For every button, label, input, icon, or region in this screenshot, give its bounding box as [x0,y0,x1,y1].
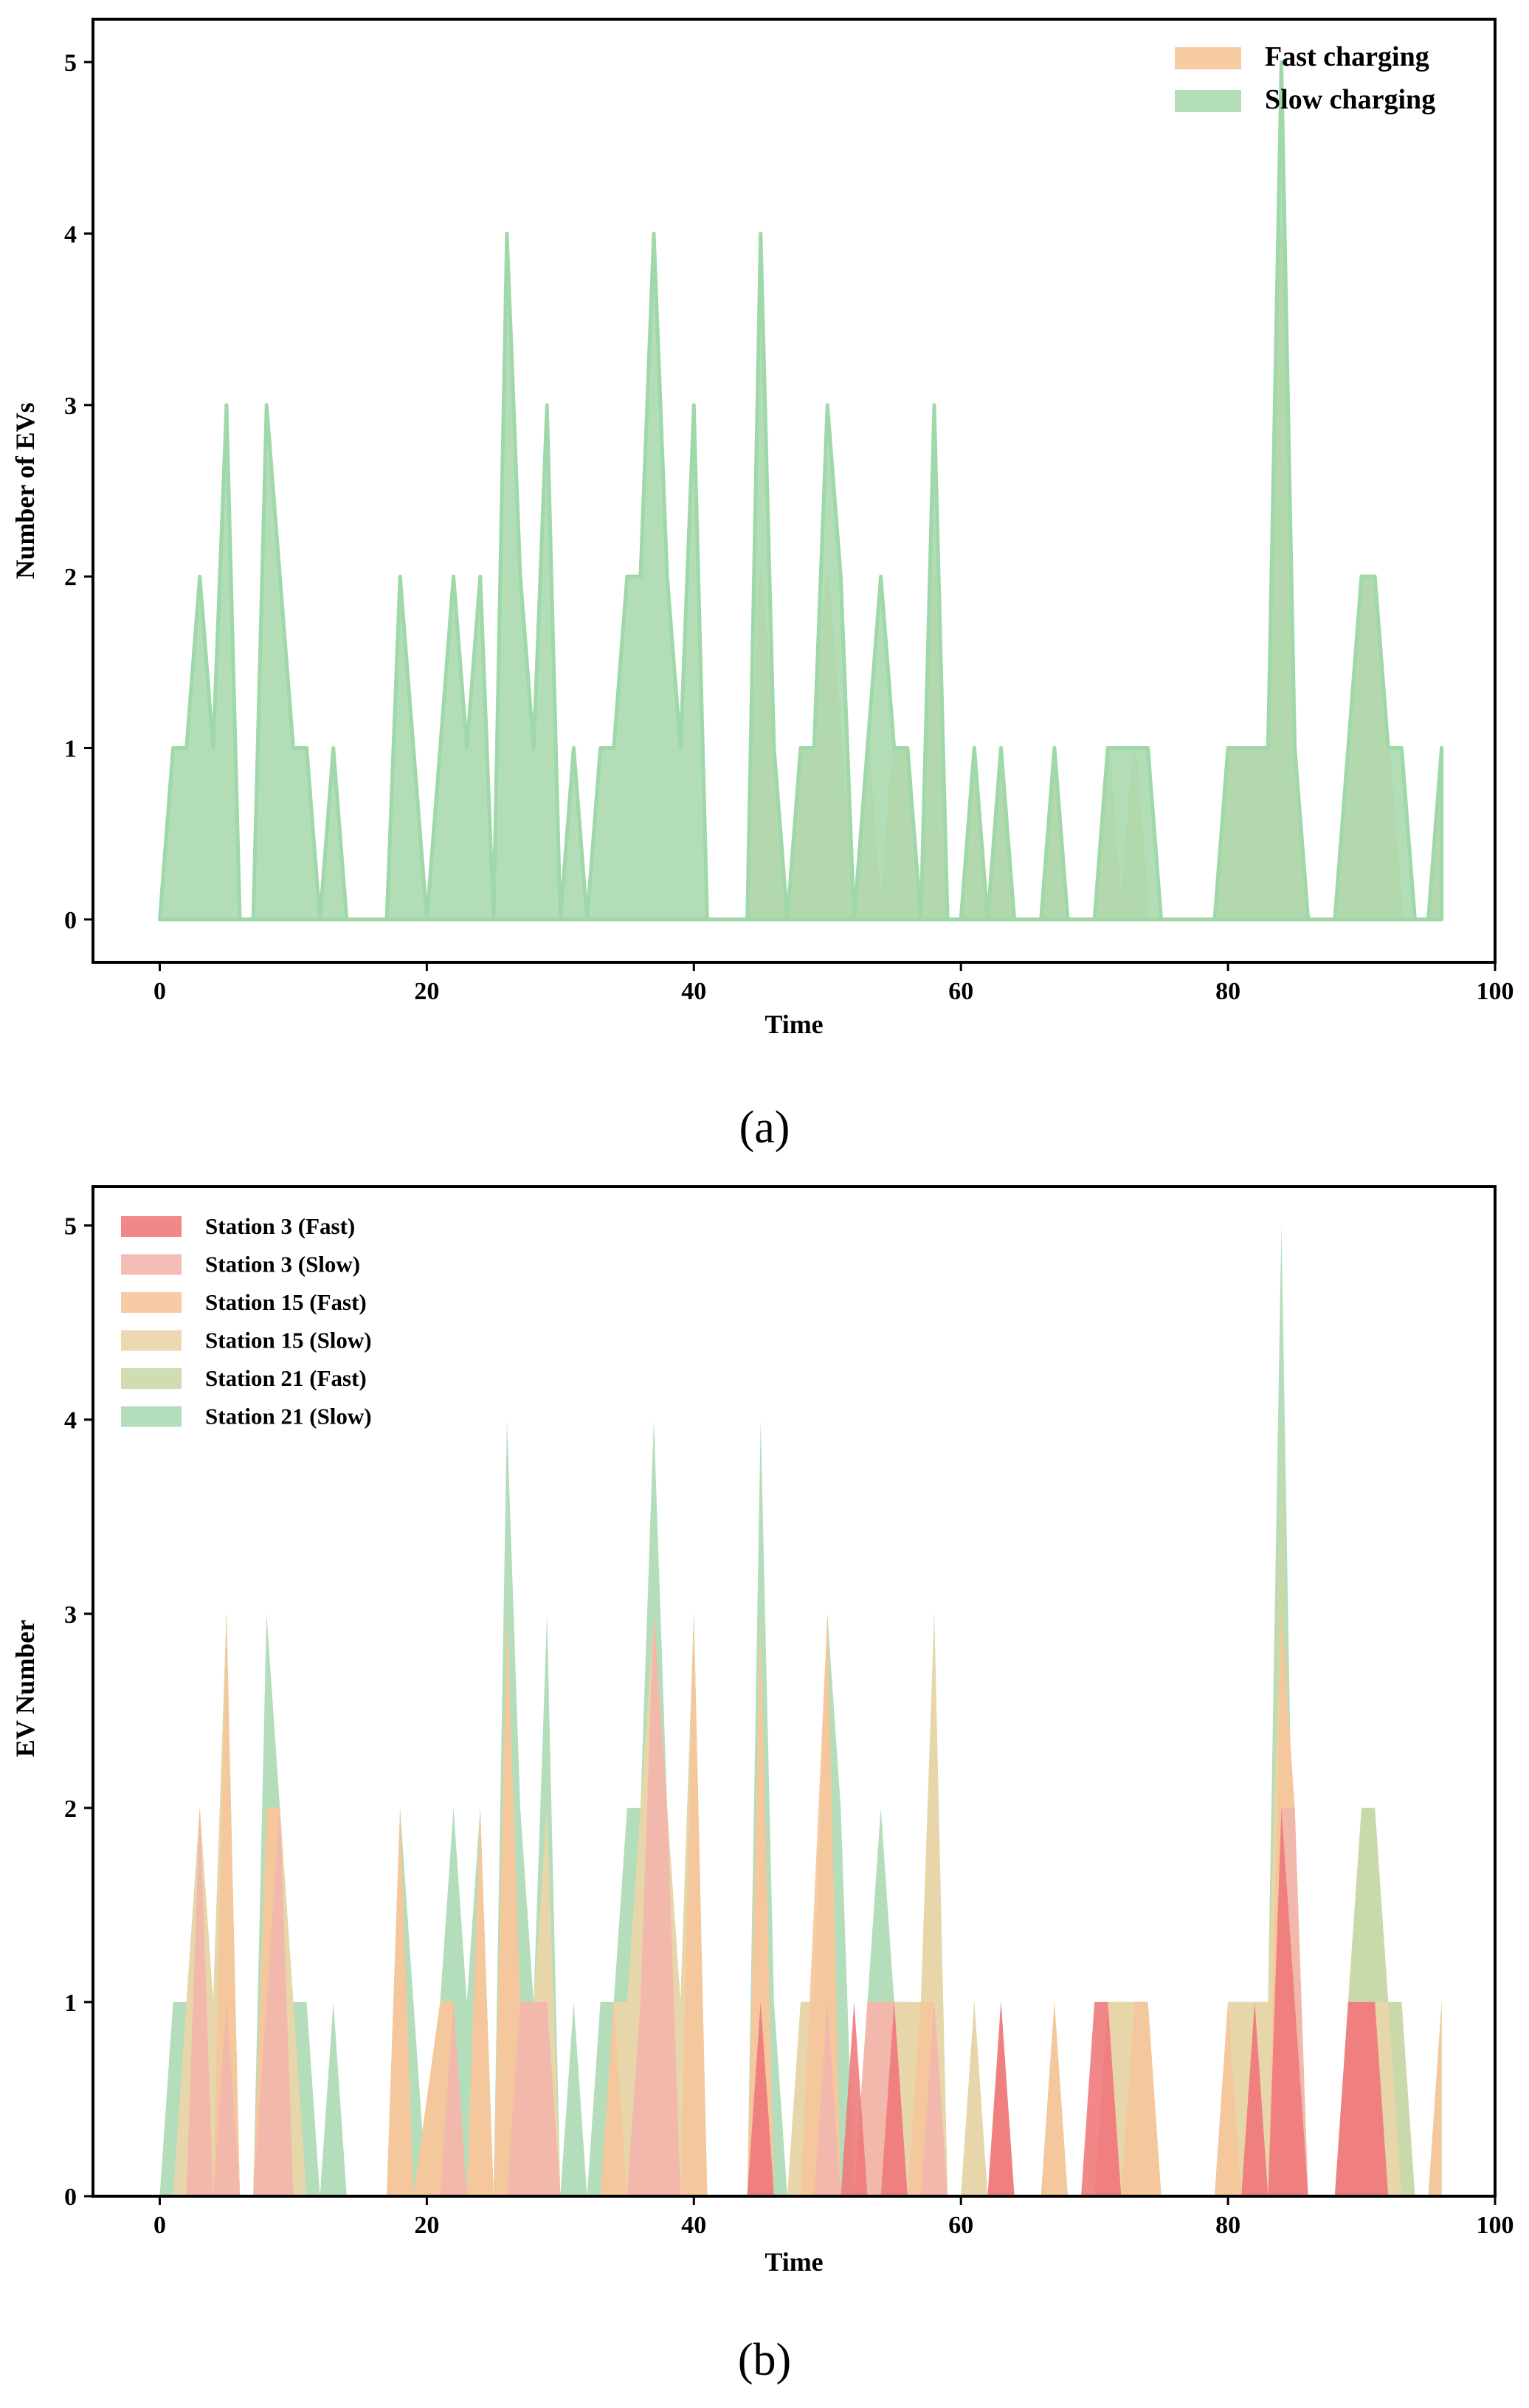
x-tick-label: 100 [1477,978,1514,1005]
x-tick-label: 60 [948,2212,973,2239]
legend-swatch [1175,47,1241,69]
x-tick-label: 40 [681,978,706,1005]
y-tick-label: 1 [64,1990,77,2017]
area-series-station-3-fast [159,1807,1389,2196]
legend-label: Station 15 (Fast) [205,1289,367,1315]
legend-swatch [1175,90,1241,112]
legend-label: Station 21 (Slow) [205,1404,372,1429]
panel-a-areas [157,60,1444,922]
y-tick-label: 2 [64,564,77,591]
panel-b-xlabel: Time [764,2247,823,2277]
legend-swatch [121,1406,182,1427]
legend-swatch [121,1368,182,1389]
y-tick-label: 0 [64,907,77,934]
legend-swatch [121,1292,182,1313]
panel-a-frame [92,18,1497,964]
panel-b-legend: Station 3 (Fast) Station 3 (Slow) Station … [121,1213,372,1429]
x-tick-label: 20 [414,2212,439,2239]
x-tick-label: 60 [948,978,973,1005]
panel-b-frame [92,1185,1497,2198]
x-tick-label: 0 [153,978,166,1005]
legend-swatch [121,1330,182,1351]
y-tick-label: 0 [64,2184,77,2211]
legend-label: Fast charging [1265,41,1429,72]
x-tick-label: 40 [681,2212,706,2239]
legend-label: Station 21 (Fast) [205,1365,367,1391]
legend-label: Station 3 (Fast) [205,1213,355,1239]
x-tick-label: 20 [414,978,439,1005]
x-tick-label: 0 [153,2212,166,2239]
area-series-station-3-slow [159,1613,1389,2196]
panel-b-caption: (b) [738,2335,791,2385]
x-tick-label: 100 [1477,2212,1514,2239]
panel-b-areas [159,1225,1442,2196]
y-tick-label: 2 [64,1795,77,1823]
y-tick-label: 5 [64,49,77,77]
legend-label: Station 15 (Slow) [205,1328,372,1353]
y-tick-label: 5 [64,1213,77,1241]
legend-swatch [121,1216,182,1237]
y-tick-label: 4 [64,1407,77,1435]
panel-a-axes: 0 20 40 60 80 100 0 1 2 3 4 5 [64,49,1514,1005]
y-tick-label: 3 [64,1601,77,1629]
area-series-station-15-fast [159,1613,1442,2196]
panel-a-xlabel: Time [764,1010,823,1039]
y-tick-label: 4 [64,221,77,248]
y-tick-label: 1 [64,736,77,763]
x-tick-label: 80 [1215,2212,1240,2239]
panel-b-axes: 0 20 40 60 80 100 0 1 2 3 4 5 [64,1213,1514,2239]
panel-a-caption: (a) [739,1103,790,1153]
panel-a-legend: Fast charging Slow charging [1175,41,1435,115]
panel-a-chart: 0 20 40 60 80 100 0 1 2 3 4 5 Fast charging Slow cha… [10,18,1514,1153]
legend-label: Slow charging [1265,84,1435,115]
x-tick-label: 80 [1215,978,1240,1005]
panel-a-ylabel: Number of EVs [10,402,40,579]
y-tick-label: 3 [64,393,77,420]
panel-b-ylabel: EV Number [10,1620,40,1757]
legend-swatch [121,1254,182,1275]
area-series-slow-charging [157,60,1444,922]
legend-label: Station 3 (Slow) [205,1252,360,1277]
